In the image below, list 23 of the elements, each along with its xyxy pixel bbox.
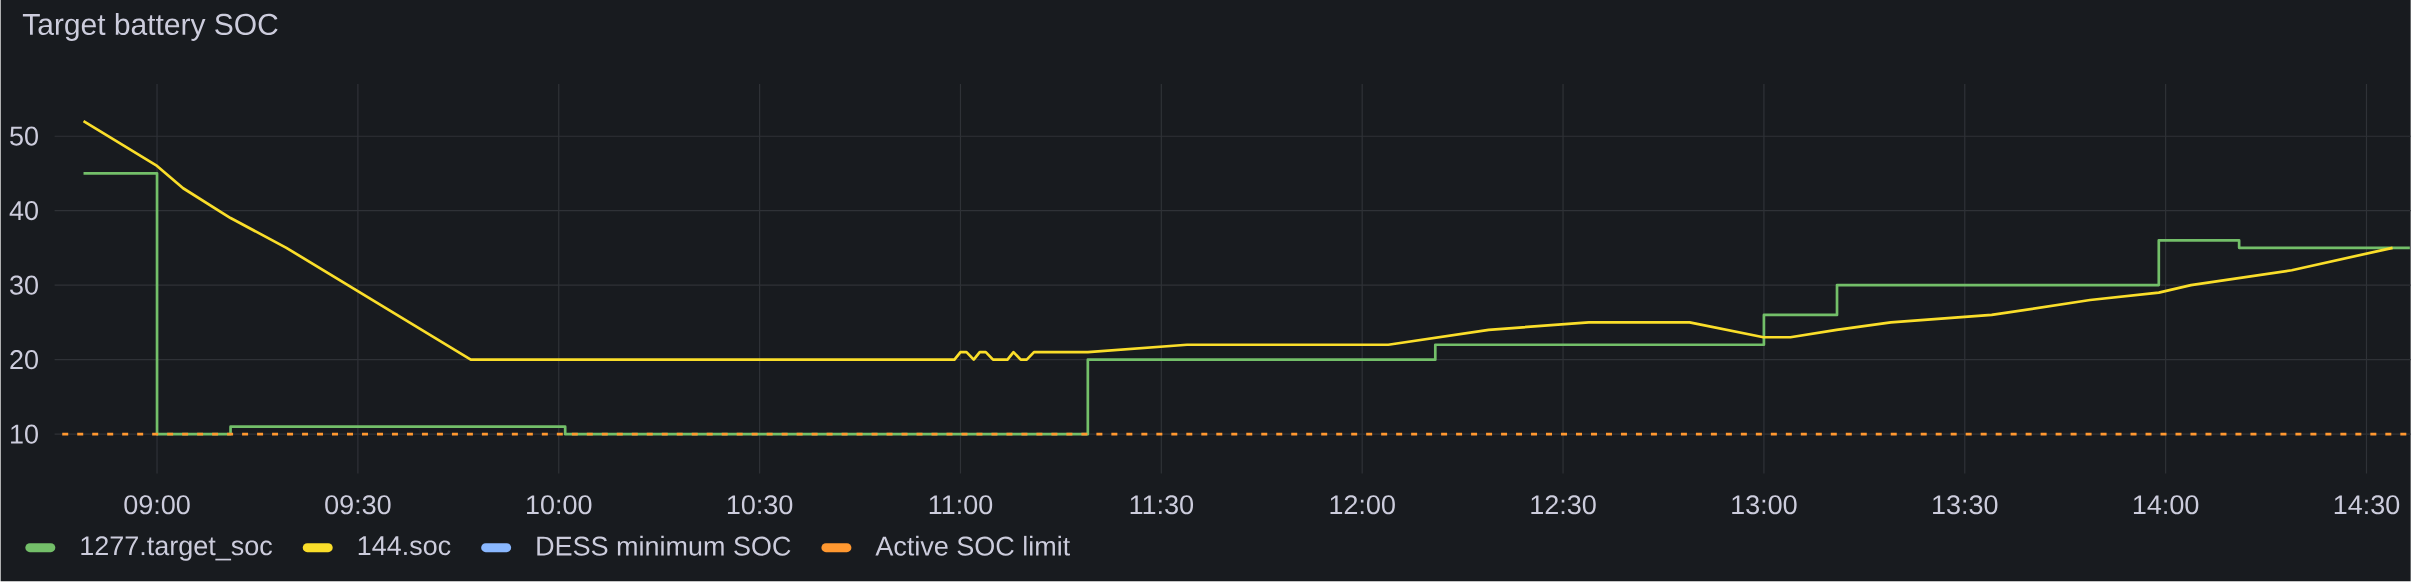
x-tick-label: 09:00 [124,495,190,515]
legend-label: 1277.target_soc [81,536,273,561]
y-tick-label: 40 [9,201,38,221]
legend-label: 144.soc [358,536,451,556]
x-tick-label: 10:00 [527,495,592,515]
legend-label: Active SOC limit [875,536,1070,556]
line-series [82,120,2394,362]
y-tick-label: 20 [10,350,38,370]
x-tick-label: 10:30 [727,495,793,515]
x-tick-label: 13:30 [1933,495,1998,515]
x-tick-label: 14:00 [2133,495,2199,515]
x-tick-label: 11:30 [1130,495,1194,515]
chart-title: Target battery SOC [22,13,278,42]
x-tick-label: 14:30 [2334,495,2400,515]
y-tick-label: 10 [11,424,38,444]
x-tick-label: 13:00 [1732,495,1797,515]
x-tick-label: 11:00 [929,495,993,515]
y-tick-label: 50 [10,126,38,146]
legend-label: DESS minimum SOC [537,536,791,556]
x-tick-label: 12:30 [1531,495,1596,515]
x-tick-label: 12:00 [1330,495,1395,515]
x-tick-label: 09:30 [325,495,391,515]
y-tick-label: 30 [10,275,38,295]
